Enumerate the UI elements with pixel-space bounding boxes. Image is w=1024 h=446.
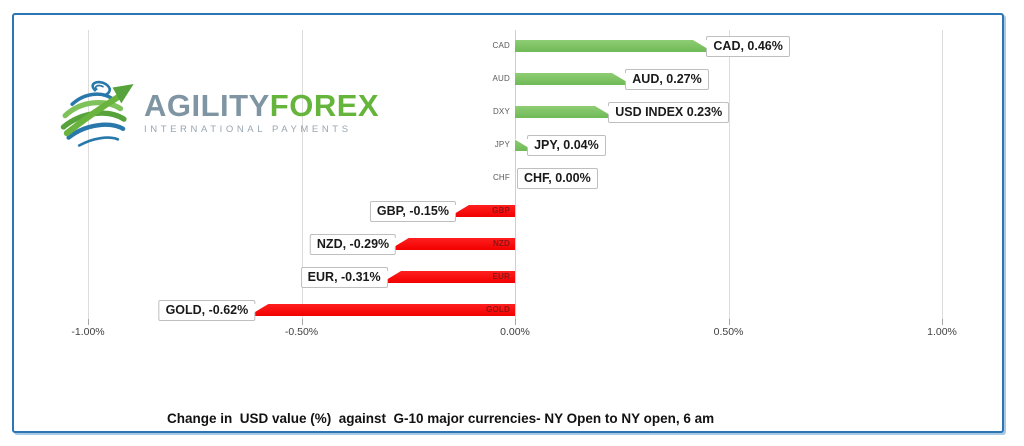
callout-pointer [385,271,401,280]
category-label-nzd: NZD [492,239,510,248]
callout-pointer [693,40,709,49]
bar-nzd [391,238,515,250]
x-tick-label: 0.50% [713,326,744,338]
bar-gold [250,304,515,316]
brand-second-word: FOREX [269,88,380,123]
bar-cad [515,40,712,52]
logo-tagline: INTERNATIONAL PAYMENTS [144,124,352,135]
category-label-chf: CHF [492,173,510,182]
x-tick-label: -0.50% [284,326,319,338]
bar-dxy [515,106,614,118]
gridline [728,30,730,319]
data-label-nzd: NZD, -0.29% [309,234,410,255]
data-label-cad: CAD, 0.46% [693,36,790,57]
data-label-aud: AUD, 0.27% [612,69,709,90]
category-label-gbp: GBP [492,206,510,215]
gridline [88,30,89,319]
bar-chart: -1.00% -0.50% 0.00% 0.50% 1.00% CAD CAD, 0.46%… [14,15,1002,431]
category-label-aud: AUD [492,74,510,83]
axis-tickmark [942,319,943,325]
gridline [301,30,303,319]
category-label-jpy: JPY [494,140,510,149]
gridline [942,30,943,319]
chart-caption: Change in USD value (%) against G-10 maj… [167,411,715,426]
axis-tickmark [728,319,730,325]
data-label-gold: GOLD, -0.62% [158,300,269,321]
category-label-eur: EUR [492,272,510,281]
agility-forex-logo: AGILITYFOREX INTERNATIONAL PAYMENTS [54,77,379,149]
callout-pointer [595,106,611,115]
data-label-chf: CHF, 0.00% [517,168,598,189]
x-tick-label: 0.00% [500,326,530,338]
axis-tickmark [301,319,303,325]
logo-text: AGILITYFOREX INTERNATIONAL PAYMENTS [144,88,380,135]
category-label-dxy: DXY [492,107,510,116]
brand-name: AGILITYFOREX [144,88,380,123]
data-label-gbp: GBP, -0.15% [369,201,469,222]
callout-pointer [514,139,530,148]
callout-pointer [453,205,469,214]
data-label-eur: EUR, -0.31% [300,267,401,288]
x-tick-label: 1.00% [927,326,957,338]
x-tick-label: -1.00% [71,326,105,338]
category-label-cad: CAD [492,41,510,50]
callout-pointer [253,304,269,313]
axis-tickmark [515,319,516,325]
callout-pointer [612,73,628,82]
brand-first-word: AGILITY [144,88,270,123]
bar-eur [382,271,515,283]
callout-pointer [394,238,410,247]
globe-arrow-icon [60,80,134,147]
data-label-dxy: USD INDEX 0.23% [595,102,730,123]
category-label-gold: GOLD [486,305,510,314]
bar-aud [515,73,631,85]
gridline [515,30,516,319]
axis-tickmark [88,319,89,325]
chart-frame: -1.00% -0.50% 0.00% 0.50% 1.00% CAD CAD, 0.46%… [12,13,1004,433]
data-label-jpy: JPY, 0.04% [514,135,606,156]
